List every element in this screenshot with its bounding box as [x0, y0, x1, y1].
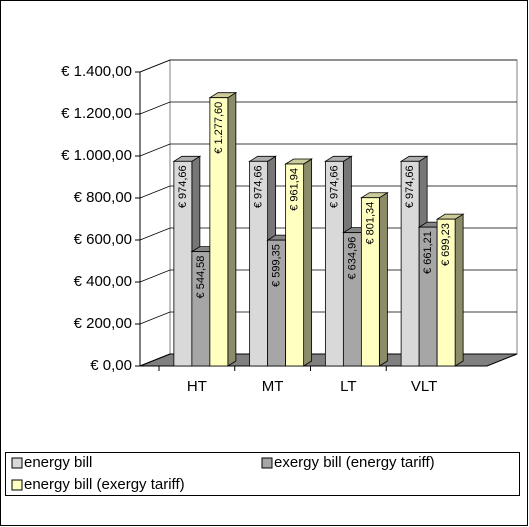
value-label: € 974,66 [253, 165, 265, 208]
y-tick-label: € 800,00 [74, 189, 132, 206]
y-tick-label: € 400,00 [74, 273, 132, 290]
x-tick-label: VLT [411, 378, 437, 395]
y-tick-label: € 1.000,00 [61, 147, 132, 164]
legend-label: exergy bill (energy tariff) [274, 454, 435, 471]
bar [436, 218, 456, 367]
bar [209, 97, 229, 367]
value-label: € 974,66 [177, 165, 189, 208]
value-label: € 699,23 [440, 223, 452, 266]
x-tick-label: HT [187, 378, 207, 395]
value-label: € 1.277,60 [213, 102, 225, 154]
value-label: € 544,58 [195, 256, 207, 299]
y-tick-label: € 200,00 [74, 315, 132, 332]
x-tick-label: MT [262, 378, 284, 395]
legend-swatch [261, 457, 273, 469]
bar [360, 197, 380, 367]
y-tick-label: € 600,00 [74, 231, 132, 248]
value-label: € 661,21 [422, 231, 434, 274]
bar-side [227, 91, 237, 367]
legend-swatch [11, 479, 23, 491]
legend-label: energy bill [24, 454, 92, 471]
value-label: € 974,66 [404, 165, 416, 208]
grid-line [139, 143, 517, 157]
bar [285, 163, 305, 367]
value-label: € 974,66 [328, 165, 340, 208]
bar-side [303, 158, 313, 367]
x-tick-label: LT [340, 378, 356, 395]
y-tick-label: € 1.200,00 [61, 105, 132, 122]
value-label: € 599,35 [271, 244, 283, 287]
value-label: € 634,96 [346, 237, 358, 280]
bar-side [378, 191, 388, 367]
side-wall [139, 59, 171, 367]
legend-label: energy bill (exergy tariff) [24, 476, 185, 493]
value-label: € 801,34 [364, 202, 376, 245]
bar-side [454, 213, 464, 367]
value-label: € 961,94 [289, 168, 301, 211]
y-tick-label: € 0,00 [90, 357, 132, 374]
grid-line [139, 101, 517, 115]
y-tick-label: € 1.400,00 [61, 63, 132, 80]
grid-line [139, 59, 517, 73]
legend-swatch [11, 457, 23, 469]
